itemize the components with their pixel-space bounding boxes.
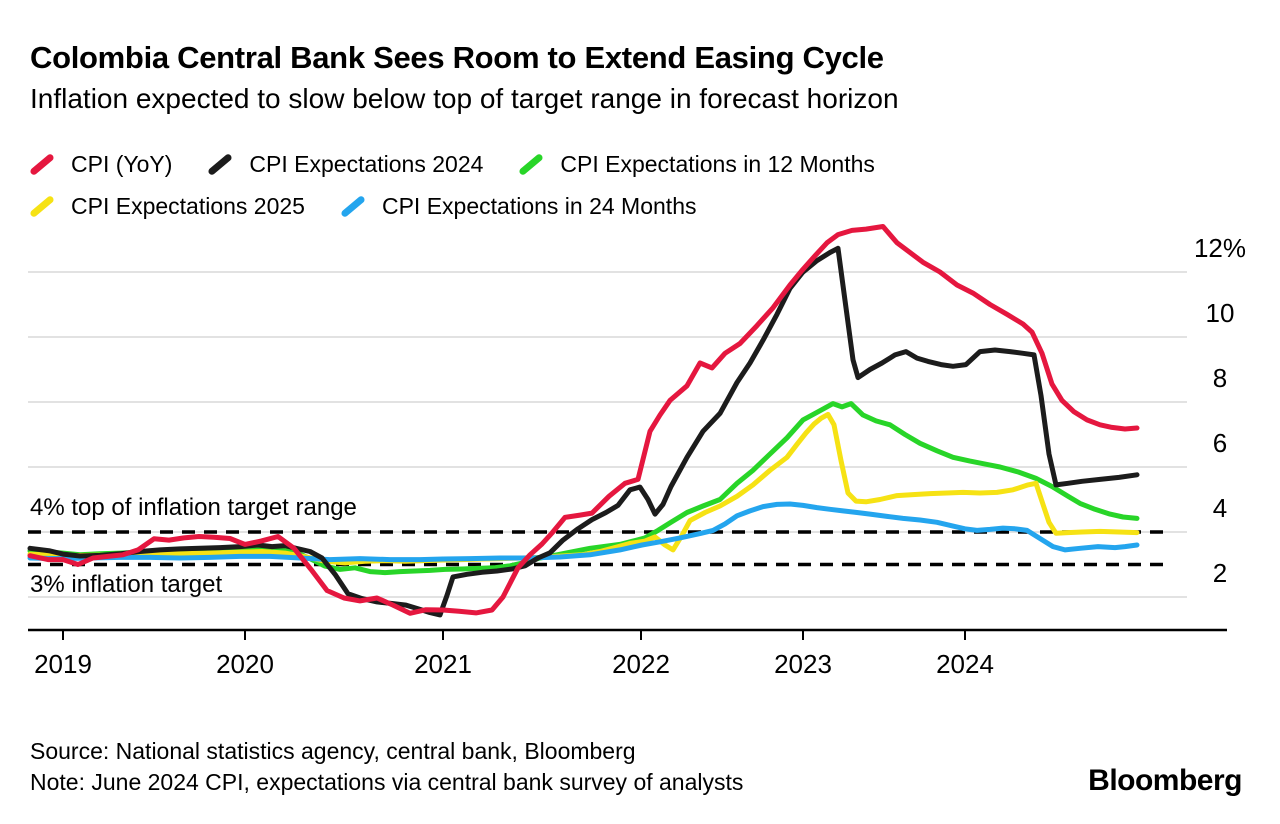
chart-footer: Source: National statistics agency, cent… (30, 736, 743, 798)
x-axis-label-2021: 2021 (414, 649, 472, 679)
bloomberg-logo: Bloomberg (1088, 764, 1242, 797)
target-line-label-4pct: 4% top of inflation target range (30, 494, 357, 521)
page-title: Colombia Central Bank Sees Room to Exten… (30, 40, 884, 75)
y-axis-label-2: 2 (1213, 558, 1227, 588)
legend-item-cpi-expectations-2024: CPI Expectations 2024 (206, 151, 483, 178)
legend-swatch-icon (518, 152, 545, 176)
x-axis-label-2023: 2023 (774, 649, 832, 679)
legend-label: CPI (YoY) (71, 150, 173, 177)
y-axis-label-8: 8 (1213, 363, 1227, 393)
chart-legend: CPI (YoY) CPI Expectations 2024 CPI Expe… (28, 143, 1128, 227)
y-axis-label-12: 12% (1194, 233, 1246, 263)
series-line-cpi-expectations-2025 (27, 411, 1140, 566)
x-axis-label-2024: 2024 (936, 649, 994, 679)
legend-label: CPI Expectations 2024 (249, 150, 484, 177)
legend-item-cpi-yoy: CPI (YoY) (28, 151, 172, 178)
legend-swatch-icon (29, 194, 55, 218)
y-axis-label-6: 6 (1213, 428, 1227, 458)
legend-swatch-icon (29, 152, 55, 176)
legend-label: CPI Expectations in 24 Months (381, 192, 697, 219)
legend-swatch-icon (340, 194, 366, 218)
legend-swatch-icon (207, 152, 234, 176)
legend-item-cpi-expectations-12m: CPI Expectations in 12 Months (517, 151, 875, 178)
target-line-label-3pct: 3% inflation target (30, 571, 223, 598)
y-axis-label-4: 4 (1213, 493, 1227, 523)
legend-label: CPI Expectations in 12 Months (560, 150, 875, 177)
legend-row-2: CPI Expectations 2025 CPI Expectations i… (28, 185, 1128, 227)
x-axis-label-2020: 2020 (216, 649, 274, 679)
x-axis-label-2019: 2019 (34, 649, 92, 679)
chart-header: Colombia Central Bank Sees Room to Exten… (30, 40, 1230, 116)
x-axis-label-2022: 2022 (612, 649, 670, 679)
y-axis-label-10: 10 (1206, 298, 1235, 328)
series-line-cpi-yoy- (27, 224, 1140, 616)
series-line-cpi-expectations-in-24-months (27, 501, 1140, 563)
page-subtitle: Inflation expected to slow below top of … (30, 83, 899, 114)
legend-label: CPI Expectations 2025 (71, 192, 305, 219)
legend-item-cpi-expectations-24m: CPI Expectations in 24 Months (339, 192, 697, 220)
legend-item-cpi-expectations-2025: CPI Expectations 2025 (28, 193, 305, 220)
legend-row-1: CPI (YoY) CPI Expectations 2024 CPI Expe… (28, 143, 1128, 185)
note-line: Note: June 2024 CPI, expectations via ce… (30, 769, 744, 795)
series-line-cpi-expectations-2024 (27, 245, 1140, 618)
source-line: Source: National statistics agency, cent… (30, 738, 636, 764)
